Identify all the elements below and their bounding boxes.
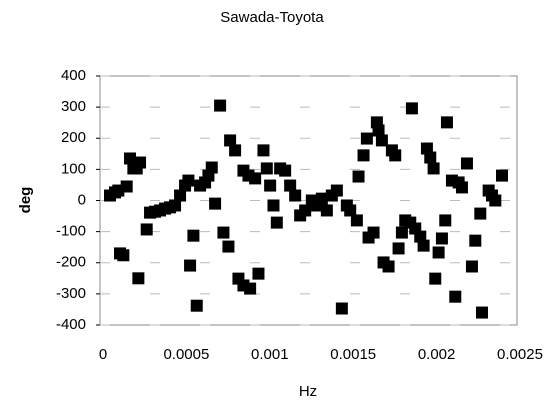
point — [382, 260, 395, 273]
point — [372, 124, 385, 137]
point — [495, 169, 508, 182]
point — [124, 152, 137, 165]
x-tick-label: 0.0025 — [497, 346, 543, 363]
point — [420, 142, 433, 155]
point — [315, 192, 328, 205]
point — [432, 246, 445, 259]
point — [469, 234, 482, 247]
point — [244, 282, 257, 295]
point — [330, 184, 343, 197]
point — [224, 134, 237, 147]
point — [187, 229, 200, 242]
x-tick-label: 0.001 — [251, 346, 289, 363]
point — [190, 299, 203, 312]
point — [460, 157, 473, 170]
point — [395, 226, 408, 239]
point — [117, 249, 130, 262]
point — [267, 199, 280, 212]
point — [217, 226, 230, 239]
point — [357, 149, 370, 162]
point — [350, 214, 363, 227]
point — [424, 151, 437, 164]
x-axis-label: Hz — [299, 383, 317, 400]
point — [214, 99, 227, 112]
point — [257, 144, 270, 157]
point — [335, 302, 348, 315]
point — [474, 207, 487, 220]
y-tick-label: -200 — [56, 254, 86, 271]
point — [252, 267, 265, 280]
point — [489, 194, 502, 207]
point — [375, 134, 388, 147]
point — [260, 162, 273, 175]
point — [475, 306, 488, 319]
point — [289, 189, 302, 202]
y-tick-label: -100 — [56, 223, 86, 240]
point — [429, 272, 442, 285]
point — [140, 223, 153, 236]
point — [427, 162, 440, 175]
point — [299, 204, 312, 217]
y-tick-label: -300 — [56, 285, 86, 302]
point — [414, 230, 427, 243]
point — [439, 214, 452, 227]
point — [320, 204, 333, 217]
chart-title: Sawada-Toyota — [220, 9, 324, 26]
point — [222, 240, 235, 253]
y-tick-label: 400 — [61, 67, 86, 84]
x-tick-label: 0.002 — [418, 346, 456, 363]
point — [344, 204, 357, 217]
y-axis-label: deg — [17, 187, 34, 214]
point — [455, 181, 468, 194]
point — [120, 180, 133, 193]
point — [389, 149, 402, 162]
point — [134, 156, 147, 169]
y-tick-label: -400 — [56, 316, 86, 333]
point — [417, 239, 430, 252]
x-tick-label: 0.0015 — [330, 346, 376, 363]
point — [205, 161, 218, 174]
point — [279, 164, 292, 177]
point — [352, 170, 365, 183]
point — [360, 132, 373, 145]
point — [209, 197, 222, 210]
point — [392, 242, 405, 255]
point — [249, 172, 262, 185]
point — [405, 102, 418, 115]
point — [229, 144, 242, 157]
y-tick-label: 300 — [61, 98, 86, 115]
point — [132, 272, 145, 285]
point — [284, 179, 297, 192]
point — [449, 290, 462, 303]
y-tick-label: 100 — [61, 160, 86, 177]
point — [270, 216, 283, 229]
x-tick-label: 0.0005 — [163, 346, 209, 363]
point — [264, 179, 277, 192]
point — [182, 174, 195, 187]
point — [465, 260, 478, 273]
x-tick-label: 0 — [99, 346, 107, 363]
y-tick-label: 200 — [61, 129, 86, 146]
point — [367, 226, 380, 239]
point — [174, 189, 187, 202]
y-tick-label: 0 — [78, 191, 86, 208]
point — [435, 232, 448, 245]
point — [184, 259, 197, 272]
point — [440, 116, 453, 129]
point — [169, 199, 182, 212]
